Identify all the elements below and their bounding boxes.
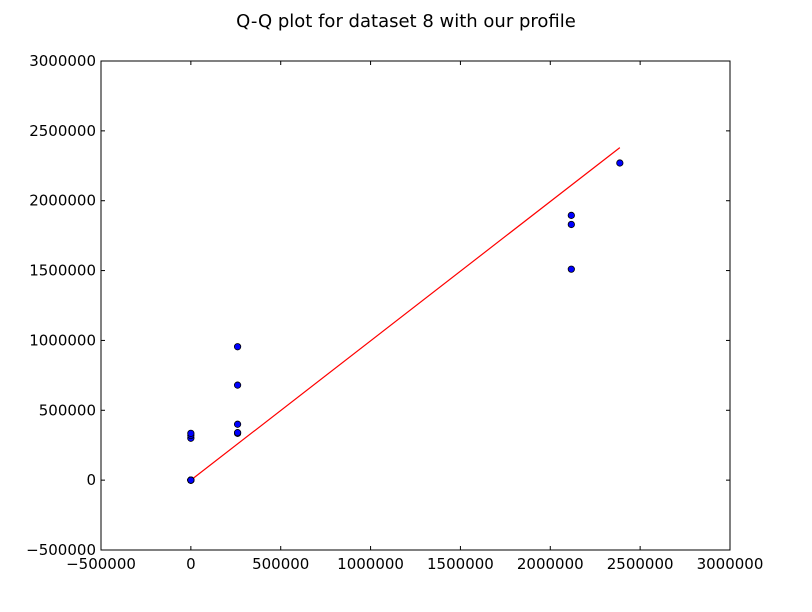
y-tick-label: 1000000 [29, 331, 96, 349]
data-point [233, 343, 242, 351]
y-tick-label: 2000000 [29, 192, 96, 210]
data-point [233, 420, 242, 428]
y-tick-label: 3000000 [29, 52, 96, 70]
x-tick-label: 2000000 [517, 555, 584, 573]
y-tick-label: 1500000 [29, 262, 96, 280]
data-point [187, 429, 195, 437]
y-tick-label: 2500000 [29, 122, 96, 140]
y-tick-label: 500000 [39, 401, 96, 419]
x-tick-label: 1500000 [427, 555, 494, 573]
data-point [567, 211, 575, 219]
x-tick-label: 500000 [252, 555, 309, 573]
data-points [187, 159, 624, 484]
data-point [616, 159, 624, 167]
data-point [233, 381, 242, 389]
x-tick-label: 2500000 [607, 555, 674, 573]
data-point [187, 476, 195, 484]
axis-tick-labels: −500000 0 500000 1000000 1500000 2000000 25000… [26, 52, 763, 573]
data-point [567, 220, 575, 229]
reference-line [190, 147, 621, 481]
y-tick-label: −500000 [26, 541, 96, 559]
data-point [233, 429, 242, 437]
plot-frame [100, 60, 731, 551]
y-tick-label: 0 [86, 471, 96, 489]
data-point [567, 265, 575, 273]
chart-title: Q-Q plot for dataset 8 with our profile [236, 11, 576, 32]
x-tick-label: −500000 [66, 555, 136, 573]
x-tick-label: 1000000 [337, 555, 404, 573]
x-tick-label: 0 [186, 555, 196, 573]
x-tick-label: 3000000 [697, 555, 764, 573]
